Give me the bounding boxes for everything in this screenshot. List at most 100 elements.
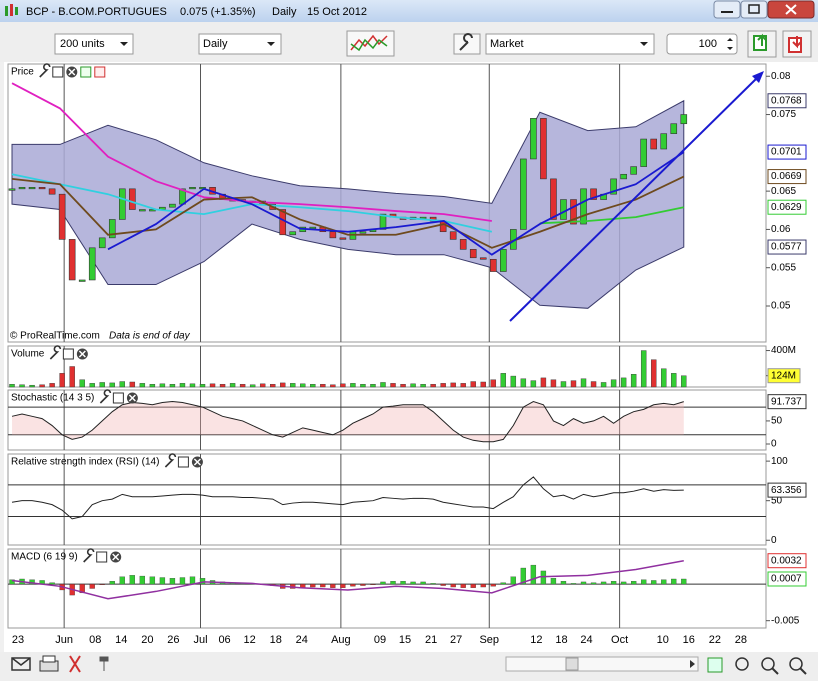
candle	[530, 118, 537, 160]
wrench-icon	[49, 345, 62, 360]
macd-bar	[580, 581, 587, 585]
y-tick-label: 0.065	[771, 186, 796, 197]
x-tick-label: 10	[657, 634, 669, 646]
volume-bar	[39, 384, 45, 388]
panel-tools[interactable]	[49, 345, 88, 360]
candle	[129, 188, 136, 210]
macd-bar	[169, 578, 176, 585]
volume-bar	[169, 384, 176, 388]
units-select[interactable]	[54, 33, 134, 55]
window-icon	[96, 551, 108, 563]
x-tick-label: 18	[270, 634, 282, 646]
indicator-button[interactable]	[346, 30, 395, 57]
candle	[139, 209, 146, 212]
macd-bar	[540, 570, 547, 585]
x-tick-label: 09	[374, 634, 386, 646]
candle	[329, 231, 337, 239]
moving-average	[11, 82, 492, 222]
macd-bar	[610, 581, 617, 585]
volume-bar	[49, 383, 55, 388]
volume-bar	[410, 383, 416, 388]
candle	[359, 231, 367, 234]
volume-bar	[560, 381, 567, 388]
trend-line[interactable]	[509, 71, 764, 322]
y-tick-label: 0.05	[771, 301, 791, 312]
candle	[169, 203, 176, 208]
panel-frame	[7, 345, 767, 388]
candle	[570, 199, 577, 225]
macd-bar	[79, 583, 85, 594]
bottom-tools[interactable]	[11, 655, 807, 675]
wrench-icon	[164, 453, 177, 468]
volume-bar	[290, 383, 296, 388]
volume-bar	[540, 377, 547, 388]
x-tick-label: 27	[450, 634, 462, 646]
order-type-select[interactable]	[485, 33, 655, 55]
buy-button[interactable]	[747, 30, 777, 58]
volume-bar	[269, 384, 276, 388]
volume-bar	[259, 383, 266, 388]
volume-bar	[450, 382, 456, 388]
last-value-label: 91.737	[771, 396, 802, 407]
sell-button[interactable]	[782, 30, 812, 58]
x-tick-label: 20	[141, 634, 153, 646]
y-tick-label: 100	[771, 456, 788, 467]
last-value-label: 0.0629	[771, 202, 802, 213]
macd-bar	[139, 575, 146, 585]
panel-tools[interactable]	[83, 548, 122, 563]
macd-bar	[470, 583, 476, 588]
volume-bar	[350, 383, 356, 388]
candle	[560, 199, 567, 220]
macd-bar	[330, 583, 336, 588]
y-tick-label: -0.005	[771, 615, 800, 626]
macd-bar	[129, 575, 135, 585]
panel-title: Relative strength index (RSI) (14)	[11, 457, 159, 468]
macd-bar	[320, 583, 326, 588]
volume-bar	[600, 382, 607, 388]
close-cross	[78, 350, 86, 358]
macd-bar	[590, 582, 597, 585]
x-tick-label: 12	[530, 634, 542, 646]
x-tick-label: 08	[89, 634, 101, 646]
wrench-icon	[99, 389, 112, 404]
macd-bar	[671, 578, 677, 585]
wrench-icon	[39, 63, 51, 78]
volume-bar	[330, 384, 336, 388]
macd-bar	[199, 578, 206, 585]
x-tick-label: 26	[167, 634, 179, 646]
macd-bar	[440, 583, 446, 586]
order-settings[interactable]	[453, 33, 481, 55]
candle	[289, 231, 297, 236]
x-tick-label: 18	[555, 634, 567, 646]
note: Data is end of day	[109, 331, 191, 342]
close-cross	[68, 68, 76, 76]
candle	[469, 249, 477, 259]
volume-bar	[109, 382, 115, 388]
y-tick-label: 0	[771, 535, 777, 546]
volume-bar	[249, 384, 256, 388]
panel-tools[interactable]	[99, 389, 138, 404]
volume-bar	[99, 382, 105, 388]
last-value-box	[767, 169, 807, 185]
period-select[interactable]	[198, 33, 282, 55]
quantity-input[interactable]	[666, 33, 738, 55]
macd-bar	[390, 581, 396, 585]
macd-bar	[89, 583, 95, 589]
volume-bar	[530, 380, 537, 388]
window-icon	[112, 392, 124, 404]
volume-bar	[59, 373, 65, 388]
panel-tools[interactable]	[164, 453, 203, 468]
volume-bar	[219, 384, 226, 388]
panel-tools[interactable]	[39, 63, 106, 78]
x-tick-label: 24	[580, 634, 592, 646]
date: 15 Oct 2012	[307, 6, 367, 18]
volume-bar	[239, 384, 246, 388]
quantity: 100	[699, 38, 717, 50]
volume-bar	[400, 384, 406, 388]
candle	[18, 187, 26, 190]
moving-average	[11, 175, 685, 249]
moving-average	[107, 151, 685, 256]
volume-bar	[681, 375, 687, 388]
window-buttons[interactable]	[713, 0, 815, 19]
